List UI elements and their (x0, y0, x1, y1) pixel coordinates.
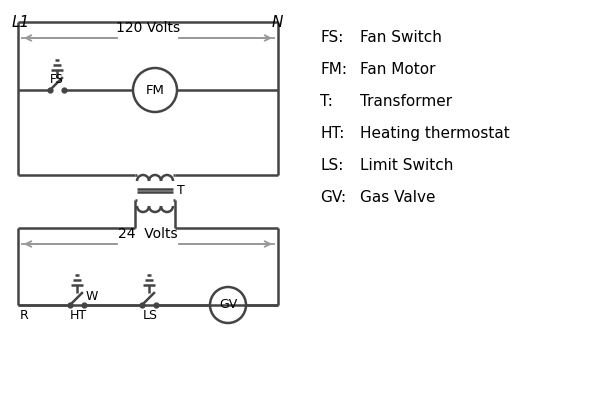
Text: LS:: LS: (320, 158, 343, 173)
Text: 120 Volts: 120 Volts (116, 21, 180, 35)
Text: GV:: GV: (320, 190, 346, 205)
Text: 24  Volts: 24 Volts (118, 227, 178, 241)
Text: T:: T: (320, 94, 333, 109)
Text: FS:: FS: (320, 30, 343, 45)
Text: FS: FS (50, 73, 64, 86)
Text: N: N (272, 15, 283, 30)
Text: Heating thermostat: Heating thermostat (360, 126, 510, 141)
Text: T: T (177, 184, 185, 197)
Text: HT: HT (70, 309, 87, 322)
Text: L1: L1 (12, 15, 30, 30)
Text: Limit Switch: Limit Switch (360, 158, 453, 173)
Text: Fan Switch: Fan Switch (360, 30, 442, 45)
Text: LS: LS (143, 309, 158, 322)
Text: Gas Valve: Gas Valve (360, 190, 435, 205)
Text: HT:: HT: (320, 126, 345, 141)
Text: FM:: FM: (320, 62, 347, 77)
Text: FM: FM (146, 84, 165, 96)
Text: R: R (20, 309, 29, 322)
Text: W: W (86, 290, 99, 303)
Text: Transformer: Transformer (360, 94, 452, 109)
Text: Fan Motor: Fan Motor (360, 62, 435, 77)
Text: GV: GV (219, 298, 237, 312)
